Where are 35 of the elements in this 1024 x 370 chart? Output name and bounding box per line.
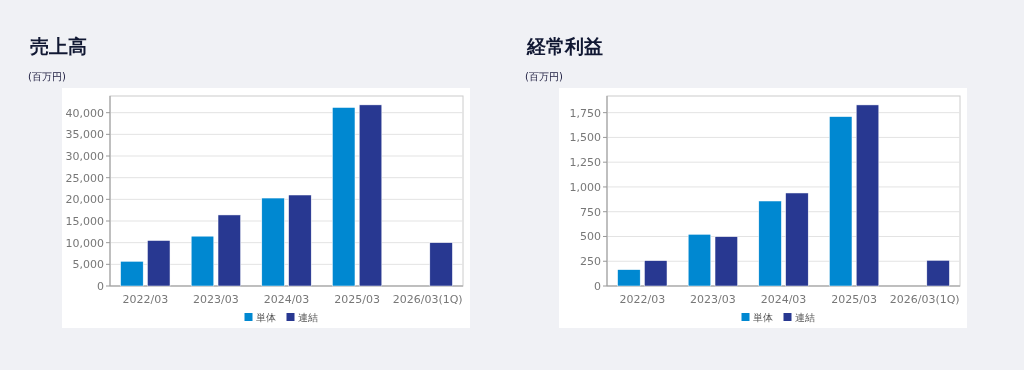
legend-label: 単体: [255, 312, 276, 323]
y-tick-label: 20,000: [65, 193, 104, 207]
chart-title: 売上高: [30, 35, 87, 57]
y-tick-label: 40,000: [65, 106, 104, 120]
y-tick-label: 10,000: [65, 236, 104, 250]
y-tick-label: 30,000: [65, 150, 104, 164]
x-tick-label: 2025/03: [831, 293, 877, 306]
legend-label: 連結: [297, 312, 318, 323]
x-tick-label: 2023/03: [690, 293, 736, 306]
y-tick-label: 35,000: [65, 128, 104, 142]
y-tick-label: 1,000: [569, 180, 601, 194]
x-tick-label: 2022/03: [619, 293, 666, 306]
y-tick-label: 5,000: [72, 258, 104, 272]
y-tick-label: 0: [97, 280, 104, 293]
y-axis-title: (百万円): [525, 71, 563, 82]
x-tick-label: 2025/03: [334, 293, 380, 306]
x-tick-label: 2024/03: [263, 293, 310, 306]
legend-label: 連結: [794, 312, 815, 323]
legend-label: 単体: [752, 312, 773, 323]
y-tick-label: 1,750: [569, 106, 601, 120]
y-tick-label: 0: [594, 280, 601, 293]
y-tick-label: 25,000: [65, 171, 104, 185]
y-tick-label: 1,500: [569, 131, 601, 145]
x-tick-label: 2026/03(1Q): [889, 293, 960, 306]
x-tick-label: 2024/03: [760, 293, 807, 306]
y-tick-label: 15,000: [65, 215, 104, 229]
y-tick-label: 1,250: [569, 156, 601, 170]
chart-title: 経常利益: [526, 35, 603, 57]
x-tick-label: 2026/03(1Q): [392, 293, 463, 306]
x-tick-label: 2023/03: [193, 293, 239, 306]
y-axis-title: (百万円): [28, 71, 66, 82]
y-tick-label: 500: [580, 230, 601, 244]
x-tick-label: 2022/03: [122, 293, 169, 306]
y-tick-label: 750: [580, 205, 601, 219]
y-tick-label: 250: [580, 255, 601, 269]
